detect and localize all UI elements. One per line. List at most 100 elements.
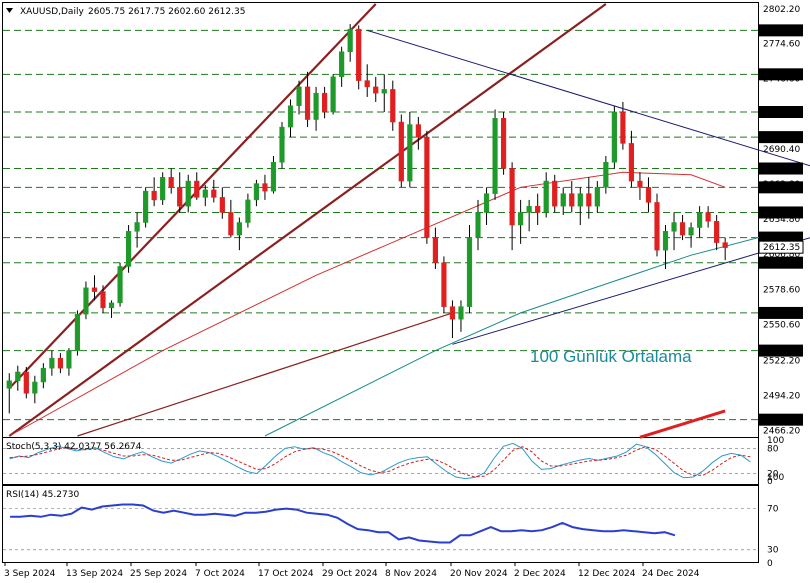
candle-body-51 bbox=[441, 262, 447, 307]
candle-body-2 bbox=[23, 371, 29, 394]
candle-body-5 bbox=[49, 357, 55, 369]
main-panel-frame bbox=[2, 2, 759, 438]
candle-body-32 bbox=[279, 126, 285, 163]
level-label-bg-10 bbox=[759, 344, 803, 357]
candle-body-25 bbox=[219, 197, 225, 213]
rsi-tick-0: 0 bbox=[767, 559, 773, 569]
candle-body-79 bbox=[679, 222, 686, 236]
level-label-bg-2 bbox=[759, 106, 803, 118]
price-tick-4: 2690.40 bbox=[763, 145, 800, 155]
stoch-panel-frame bbox=[2, 437, 759, 485]
candle-body-64 bbox=[552, 180, 558, 207]
stoch-tick-100: 100 bbox=[767, 436, 784, 446]
stoch-signal-line bbox=[9, 446, 751, 478]
candle-body-43 bbox=[373, 86, 379, 94]
candle-body-30 bbox=[262, 183, 268, 192]
candle-body-46 bbox=[398, 121, 404, 182]
rsi-tick-70: 70 bbox=[767, 505, 779, 515]
candle-body-57 bbox=[492, 118, 498, 194]
candle-body-9 bbox=[83, 287, 89, 315]
level-label-bg-5 bbox=[759, 181, 803, 194]
candle-body-13 bbox=[117, 266, 123, 304]
rsi-label: RSI(14) 45.2730 bbox=[6, 490, 79, 500]
candle-body-59 bbox=[509, 168, 515, 226]
candle-body-38 bbox=[330, 76, 336, 113]
candle-body-31 bbox=[270, 161, 277, 192]
candle-body-74 bbox=[637, 180, 643, 188]
level-label-6: 2640.00 bbox=[763, 208, 800, 218]
channel-line-1 bbox=[8, 3, 607, 437]
level-label-2: 2720.00 bbox=[763, 108, 800, 118]
level-label-bg-6 bbox=[759, 206, 803, 219]
candle-body-44 bbox=[381, 89, 387, 94]
x-tick-label-3: 7 Oct 2024 bbox=[195, 569, 245, 579]
price-tick-9: 2550.60 bbox=[763, 321, 800, 331]
candle-body-23 bbox=[202, 189, 208, 198]
candle-body-26 bbox=[228, 212, 234, 236]
candle-body-66 bbox=[569, 193, 575, 207]
price-tick-0: 2802.20 bbox=[763, 5, 800, 15]
candle-body-15 bbox=[134, 222, 140, 232]
price-tick-1: 2774.60 bbox=[763, 39, 800, 49]
candle-body-52 bbox=[449, 306, 456, 320]
level-label-5: 2660.00 bbox=[763, 183, 800, 193]
price-tick-7: 2606.80 bbox=[763, 250, 800, 260]
candle-body-80 bbox=[688, 227, 694, 236]
candle-body-22 bbox=[194, 180, 200, 198]
candle-body-29 bbox=[253, 183, 260, 201]
price-tick-10: 2522.20 bbox=[763, 356, 800, 366]
candle-body-69 bbox=[594, 187, 600, 207]
candle-body-6 bbox=[57, 357, 63, 369]
candle-body-84 bbox=[722, 242, 728, 248]
bold-trend-segment bbox=[639, 409, 726, 439]
level-label-bg-11 bbox=[759, 413, 803, 426]
x-tick-label-9: 12 Dec 2024 bbox=[578, 569, 636, 579]
level-label-bg-3 bbox=[759, 131, 803, 144]
candle-body-17 bbox=[151, 190, 157, 201]
channel-line-0 bbox=[8, 3, 377, 390]
x-tick-label-6: 8 Nov 2024 bbox=[385, 569, 437, 579]
candle-body-11 bbox=[100, 291, 106, 309]
candle-body-83 bbox=[714, 221, 720, 243]
rsi-tick-30: 30 bbox=[767, 546, 779, 556]
level-label-bg-7 bbox=[759, 231, 803, 244]
rsi-line bbox=[10, 503, 676, 544]
candle-body-42 bbox=[364, 80, 370, 88]
candle-body-78 bbox=[671, 222, 677, 232]
candle-body-73 bbox=[628, 143, 635, 182]
candle-body-47 bbox=[407, 124, 413, 182]
price-tick-6: 2634.80 bbox=[763, 215, 800, 225]
x-tick-label-5: 29 Oct 2024 bbox=[322, 569, 378, 579]
x-tick-label-4: 17 Oct 2024 bbox=[258, 569, 314, 579]
candle-body-63 bbox=[543, 180, 549, 213]
channel-line-2 bbox=[77, 312, 453, 437]
x-tick-label-2: 25 Sep 2024 bbox=[130, 569, 187, 579]
level-label-4: 2675.00 bbox=[763, 165, 800, 175]
collapse-triangle-icon[interactable] bbox=[6, 8, 13, 13]
candle-body-54 bbox=[466, 237, 473, 307]
candle-body-37 bbox=[322, 92, 328, 113]
candle-body-36 bbox=[313, 92, 319, 120]
candle-body-48 bbox=[415, 124, 421, 138]
candle-body-3 bbox=[32, 381, 38, 394]
price-tick-11: 2494.20 bbox=[763, 392, 800, 402]
candle-body-20 bbox=[177, 187, 183, 207]
level-label-7: 2620.00 bbox=[763, 234, 800, 244]
x-tick-label-10: 24 Dec 2024 bbox=[642, 569, 700, 579]
candle-body-77 bbox=[662, 231, 669, 251]
candle-body-35 bbox=[304, 86, 311, 120]
candle-body-65 bbox=[560, 193, 566, 207]
candle-body-27 bbox=[236, 222, 242, 236]
candle-body-60 bbox=[518, 212, 524, 226]
candle-body-40 bbox=[347, 28, 353, 52]
level-label-bg-4 bbox=[759, 162, 803, 175]
candle-body-70 bbox=[603, 161, 609, 188]
x-tick-label-0: 3 Sep 2024 bbox=[4, 569, 56, 579]
candle-body-16 bbox=[143, 190, 149, 223]
candle-body-49 bbox=[424, 136, 430, 238]
level-label-3: 2700.00 bbox=[763, 133, 800, 143]
candle-body-28 bbox=[245, 199, 251, 223]
ma-100-line bbox=[264, 234, 768, 437]
x-tick-label-8: 2 Dec 2024 bbox=[514, 569, 566, 579]
stoch-tick-0: 0 bbox=[767, 477, 773, 487]
